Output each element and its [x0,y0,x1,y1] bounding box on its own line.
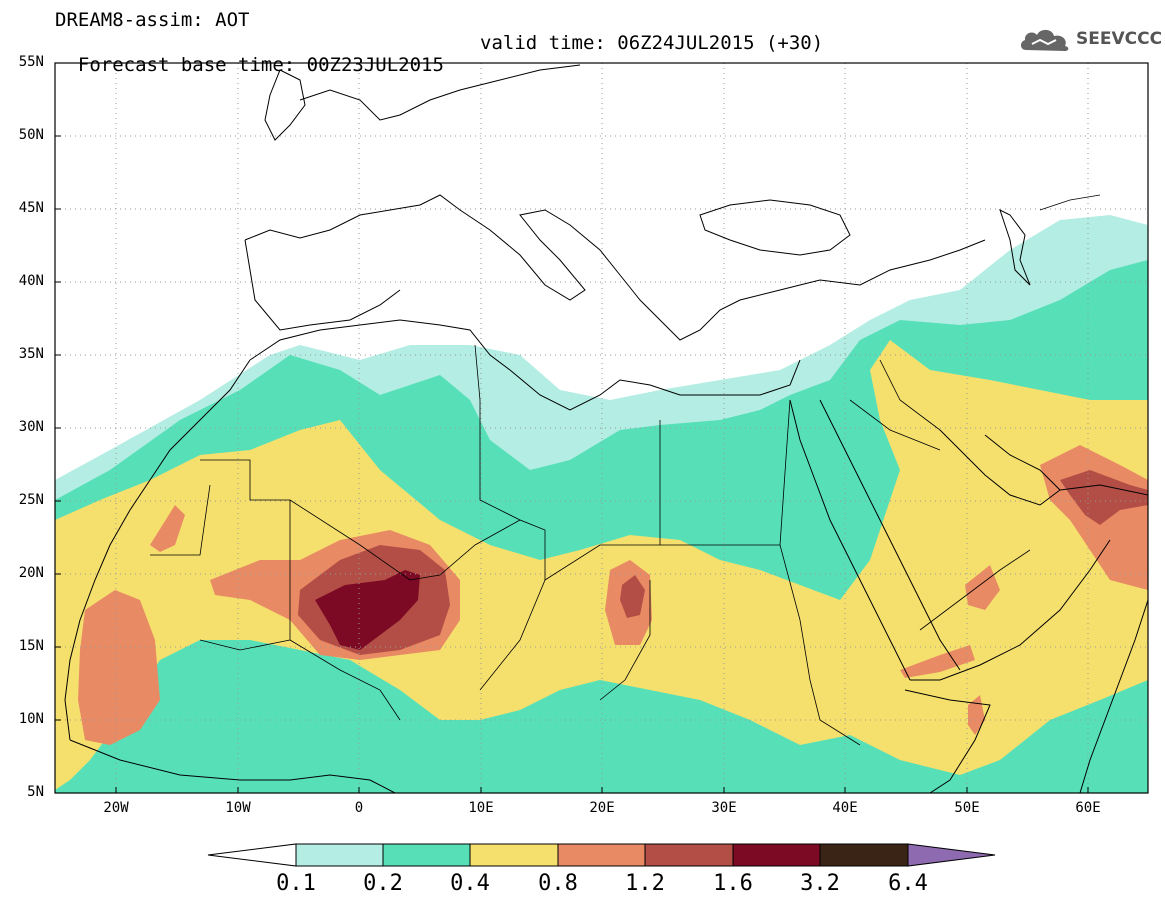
lon-label: 20W [103,800,129,816]
aot-field-0.8-mauritania [150,505,185,552]
colorbar-swatch-1 [295,843,384,867]
ticks [55,135,1089,793]
aot-field [55,215,1148,793]
colorbar-swatch-6 [732,843,821,867]
model-title: DREAM8-assim: AOT [55,9,250,31]
aot-field-0.4 [55,340,1148,790]
colorbar-over-arrow [907,843,996,867]
aot-field-1.2-chad [620,575,645,618]
colorbar-label: 0.4 [450,871,490,896]
lat-label: 55N [18,54,44,70]
valid-time: valid time: 06Z24JUL2015 (+30) [480,32,824,54]
colorbar-swatch-2 [382,843,471,867]
aot-field-1.2-gulf [1060,470,1148,525]
aot-field-0.8-somalia [968,695,985,735]
time-info: Forecast base time: 00Z23JUL2015 valid ti… [55,32,823,76]
lat-label: 15N [18,638,44,654]
lat-label: 25N [18,492,44,508]
colorbar-label: 0.1 [276,871,316,896]
colorbar-swatch-3 [469,843,559,867]
lon-label: 30E [711,800,737,816]
lat-label: 35N [18,346,44,362]
graticule [55,63,1148,793]
colorbar-swatch-5 [644,843,734,867]
lat-label: 20N [18,565,44,581]
lon-label: 60E [1075,800,1101,816]
cloud-icon [1020,29,1069,51]
colorbar-label: 0.2 [363,871,403,896]
lat-label: 30N [18,419,44,435]
lat-label: 10N [18,711,44,727]
lon-label: 40E [832,800,858,816]
colorbar-swatch-7 [819,843,909,867]
colorbar-label: 0.8 [538,871,578,896]
lon-label: 20E [589,800,615,816]
lat-label: 40N [18,273,44,289]
base-time: Forecast base time: 00Z23JUL2015 [77,54,444,76]
lon-label: 50E [954,800,980,816]
colorbar-under-arrow [207,843,297,867]
lon-label: 10W [225,800,251,816]
lon-label: 10E [468,800,494,816]
aot-field-0.8-yemen [900,645,975,678]
colorbar-label: 1.6 [713,871,753,896]
lat-label: 5N [27,784,44,800]
aot-field-1.6-core [315,570,420,650]
borders [150,194,1101,746]
colorbar-label: 3.2 [800,871,840,896]
colorbar-swatch-4 [557,843,646,867]
aot-field-0.8-west [78,590,160,745]
seevccc-logo: SEEVCCC [1018,26,1162,54]
logo-text: SEEVCCC [1076,29,1163,49]
lon-label: 0 [354,800,364,816]
colorbar-label: 6.4 [888,871,928,896]
colorbar-label: 1.2 [625,871,665,896]
colorbar [207,843,996,867]
lat-label: 50N [18,127,44,143]
coastlines [64,64,1148,793]
lat-label: 45N [18,200,44,216]
